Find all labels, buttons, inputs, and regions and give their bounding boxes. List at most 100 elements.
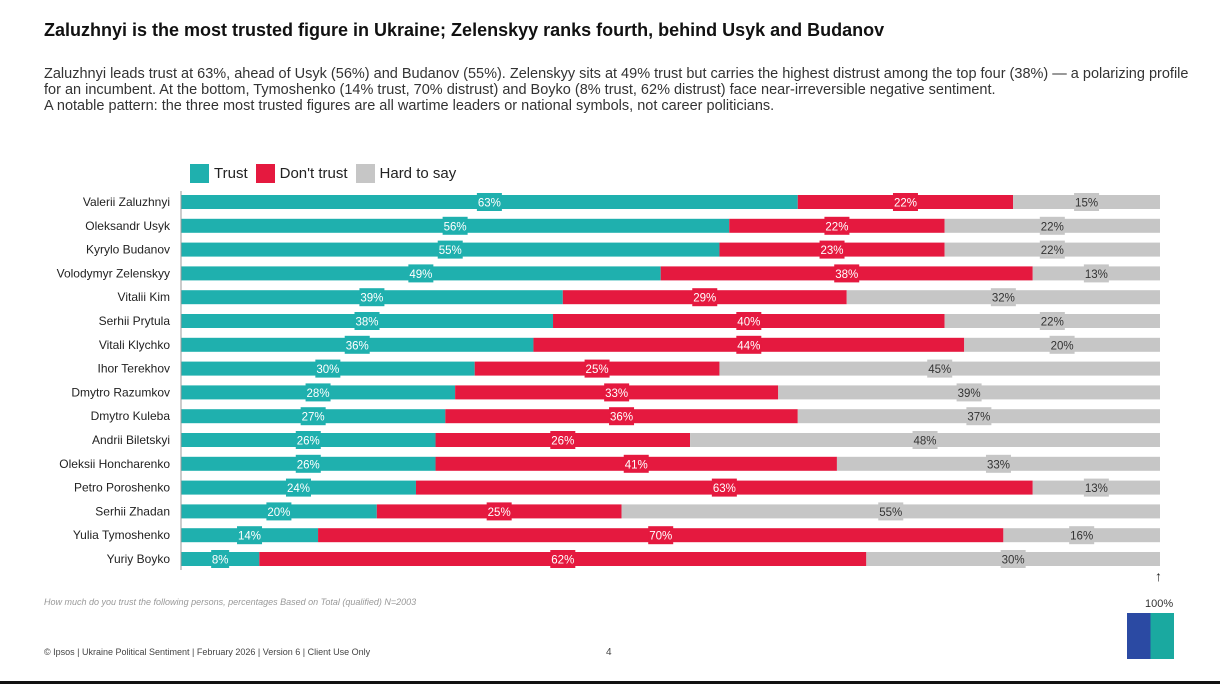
data-label: 33% <box>605 388 628 400</box>
data-label: 32% <box>992 293 1015 305</box>
data-label-box <box>1000 550 1026 568</box>
data-label: 22% <box>1041 221 1064 233</box>
data-label: 26% <box>551 436 574 448</box>
data-label-box <box>1049 335 1075 354</box>
data-label-box <box>486 502 512 521</box>
data-label: 28% <box>307 388 330 400</box>
data-label-box <box>966 407 992 426</box>
category-label: Petro Poroshenko <box>74 481 170 495</box>
data-label: 33% <box>987 459 1010 471</box>
category-label: Volodymyr Zelenskyy <box>57 266 170 280</box>
data-label-box <box>408 264 434 283</box>
category-label: Andrii Biletskyi <box>92 433 170 447</box>
legend-swatch <box>355 164 375 183</box>
data-label: 30% <box>316 364 339 376</box>
data-label-box <box>300 407 326 426</box>
data-label-box <box>285 478 311 497</box>
data-label-box <box>985 454 1011 473</box>
description: Zaluzhnyi leads trust at 63%, ahead of U… <box>44 66 1194 114</box>
category-label: Oleksii Honcharenko <box>59 457 170 471</box>
data-label: 22% <box>1041 245 1064 257</box>
legend-item-trust: Trust <box>190 164 248 183</box>
data-label: 30% <box>1002 555 1025 567</box>
data-label-box <box>237 526 263 545</box>
axis-end-label: 100% <box>1145 598 1174 610</box>
data-label: 15% <box>1075 198 1098 210</box>
arrow-up-icon: ↑ <box>1155 568 1162 584</box>
data-label: 62% <box>551 555 574 567</box>
data-label: 25% <box>488 507 511 519</box>
data-label: 26% <box>297 436 320 448</box>
data-label-box <box>819 240 845 259</box>
data-label-box <box>1069 526 1095 545</box>
description-paragraph: Zaluzhnyi leads trust at 63%, ahead of U… <box>44 66 1193 98</box>
data-label: 13% <box>1085 483 1108 495</box>
data-label: 23% <box>821 245 844 257</box>
data-label: 48% <box>914 436 937 448</box>
data-label: 55% <box>879 507 902 519</box>
data-label: 20% <box>1051 340 1074 352</box>
data-label-box <box>476 193 502 211</box>
data-label-box <box>990 288 1016 307</box>
data-label-box <box>609 407 635 426</box>
data-label-box <box>1039 216 1065 235</box>
data-label-box <box>736 312 762 330</box>
data-label: 63% <box>713 483 736 495</box>
data-label-box <box>604 383 630 402</box>
data-label-box <box>956 383 982 402</box>
legend-label: Hard to say <box>379 165 457 182</box>
category-label: Ihor Terekhov <box>98 362 171 376</box>
description-paragraph: A notable pattern: the three most truste… <box>44 98 775 114</box>
data-label-box <box>437 240 463 259</box>
category-label: Yulia Tymoshenko <box>73 528 170 542</box>
footer: © Ipsos | Ukraine Political Sentiment | … <box>44 647 371 657</box>
data-label: 14% <box>238 531 261 543</box>
data-label-box <box>211 550 230 568</box>
data-label: 20% <box>267 507 290 519</box>
data-label: 39% <box>360 293 383 305</box>
data-label-box <box>1074 193 1100 211</box>
data-label-box <box>266 502 292 521</box>
data-label-box <box>927 359 953 378</box>
data-label-box <box>1083 478 1109 497</box>
data-label: 44% <box>737 340 760 352</box>
data-label: 24% <box>287 483 310 495</box>
data-label: 70% <box>649 531 672 543</box>
category-label: Dmytro Razumkov <box>71 385 170 399</box>
data-label: 29% <box>693 293 716 305</box>
data-label-box <box>315 359 341 378</box>
data-label: 39% <box>958 388 981 400</box>
data-label: 36% <box>346 340 369 352</box>
category-label: Yuriy Boyko <box>107 552 171 566</box>
data-label-box <box>359 288 385 307</box>
data-label: 36% <box>610 412 633 424</box>
data-label-box <box>824 216 850 235</box>
data-label-box <box>892 193 918 211</box>
data-label: 27% <box>302 412 325 424</box>
data-label-box <box>550 550 576 568</box>
data-label: 38% <box>355 317 378 329</box>
data-label: 45% <box>928 364 951 376</box>
category-label: Oleksandr Usyk <box>85 219 171 233</box>
data-label-box <box>354 312 380 330</box>
data-label: 22% <box>1041 317 1064 329</box>
legend-item-dont-trust: Don't trust <box>255 164 348 183</box>
data-label-box <box>442 216 468 235</box>
data-label-box <box>1039 312 1065 330</box>
data-label: 56% <box>444 221 467 233</box>
data-label-box <box>878 502 904 521</box>
data-label: 41% <box>625 459 648 471</box>
data-label-box <box>648 526 674 545</box>
data-label-box <box>295 454 321 473</box>
data-label-box <box>1083 264 1109 283</box>
data-label: 22% <box>825 221 848 233</box>
data-label: 16% <box>1070 531 1093 543</box>
legend-swatch <box>190 164 209 183</box>
category-label: Valerii Zaluzhnyi <box>83 195 170 209</box>
stacked-bar-chart: Valerii Zaluzhnyi 63% 22% 15% Oleksandr Usyk… <box>57 191 1160 570</box>
category-label: Serhii Prytula <box>99 314 171 328</box>
category-label: Dmytro Kuleba <box>91 409 171 423</box>
legend-label: Don't trust <box>279 165 348 182</box>
data-label: 8% <box>212 555 229 567</box>
data-label-box <box>550 431 576 449</box>
